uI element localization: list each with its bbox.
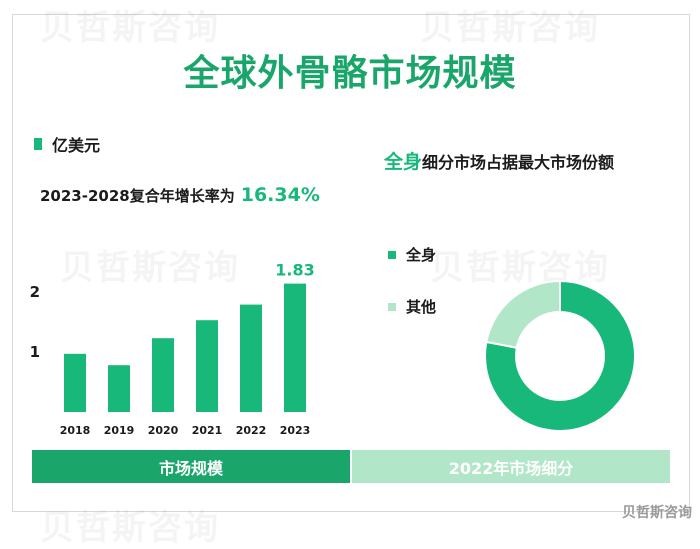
x-tick-label: 2023 [280, 424, 311, 437]
bar-2019 [108, 365, 130, 412]
cagr-label: 2023-2028复合年增长率为 [40, 187, 235, 205]
legend-label: 其他 [406, 298, 437, 316]
bar-2021 [196, 320, 218, 412]
bar-2018 [64, 353, 86, 412]
donut-chart [484, 279, 636, 432]
y-tick-label: 2 [30, 283, 40, 301]
legend-swatch [388, 250, 396, 259]
x-tick-label: 2021 [192, 424, 223, 437]
unit-label: 亿美元 [52, 136, 101, 155]
legend-label: 全身 [406, 246, 437, 264]
donut-slice-1 [485, 279, 561, 349]
cagr-line: 2023-2028复合年增长率为 16.34% [40, 184, 320, 206]
footer-market-size: 市场规模 [32, 450, 350, 483]
page-title: 全球外骨骼市场规模 [183, 53, 517, 94]
y-tick-label: 1 [30, 343, 40, 361]
legend-swatch [388, 302, 396, 311]
x-tick-label: 2020 [148, 424, 179, 437]
segment-title: 全身细分市场占据最大市场份额 [384, 144, 654, 181]
cagr-value: 16.34% [240, 184, 320, 206]
x-tick-label: 2018 [60, 424, 91, 437]
donut-slice-0 [484, 279, 636, 432]
footer-segment: 2022年市场细分 [352, 450, 670, 483]
bar-2022 [240, 304, 262, 412]
bar-2020 [152, 338, 174, 412]
legend-item-fullbody: 全身 [388, 244, 436, 265]
unit-label-row: 亿美元 [34, 132, 100, 156]
segment-title-highlight: 全身 [384, 151, 423, 173]
bar-2023 [284, 283, 306, 412]
bar-chart: 1 2 2018 2019 2020 2021 2022 2023 1.83 [30, 261, 315, 437]
x-tick-label: 2019 [104, 424, 135, 437]
brand-watermark: 贝哲斯咨询 [622, 505, 692, 521]
legend-item-other: 其他 [388, 296, 436, 317]
data-label: 1.83 [275, 261, 314, 280]
x-tick-label: 2022 [236, 424, 267, 437]
unit-marker [34, 138, 42, 150]
segment-title-rest: 细分市场占据最大市场份额 [422, 153, 615, 172]
